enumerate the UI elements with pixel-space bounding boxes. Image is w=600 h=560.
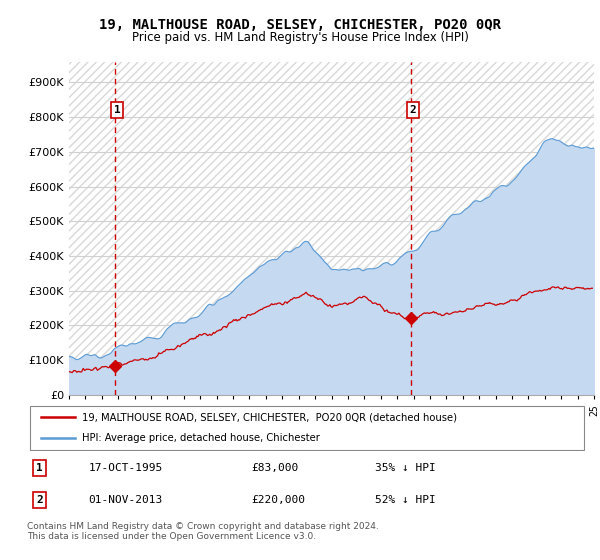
Text: Price paid vs. HM Land Registry's House Price Index (HPI): Price paid vs. HM Land Registry's House … [131, 31, 469, 44]
Text: Contains HM Land Registry data © Crown copyright and database right 2024.
This d: Contains HM Land Registry data © Crown c… [27, 522, 379, 542]
FancyBboxPatch shape [30, 406, 584, 450]
Text: £220,000: £220,000 [251, 495, 305, 505]
Text: 01-NOV-2013: 01-NOV-2013 [89, 495, 163, 505]
Text: 2: 2 [410, 105, 416, 115]
Text: 52% ↓ HPI: 52% ↓ HPI [375, 495, 436, 505]
Text: 19, MALTHOUSE ROAD, SELSEY, CHICHESTER, PO20 0QR: 19, MALTHOUSE ROAD, SELSEY, CHICHESTER, … [99, 18, 501, 32]
Text: 1: 1 [114, 105, 121, 115]
Text: HPI: Average price, detached house, Chichester: HPI: Average price, detached house, Chic… [82, 433, 320, 444]
Text: £83,000: £83,000 [251, 463, 299, 473]
Text: 2: 2 [36, 495, 43, 505]
Text: 35% ↓ HPI: 35% ↓ HPI [375, 463, 436, 473]
Text: 19, MALTHOUSE ROAD, SELSEY, CHICHESTER,  PO20 0QR (detached house): 19, MALTHOUSE ROAD, SELSEY, CHICHESTER, … [82, 412, 457, 422]
Text: 1: 1 [36, 463, 43, 473]
Text: 17-OCT-1995: 17-OCT-1995 [89, 463, 163, 473]
